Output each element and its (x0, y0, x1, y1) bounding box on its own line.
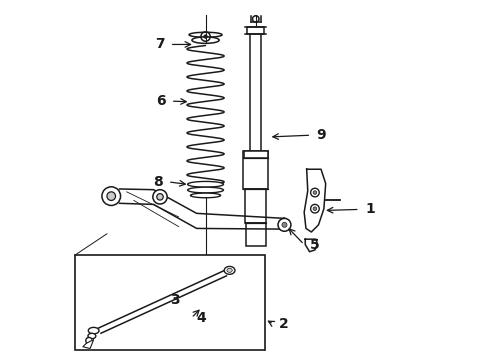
Text: 7: 7 (155, 37, 164, 51)
Bar (247, 27, 264, 34)
Circle shape (102, 187, 121, 206)
Circle shape (204, 35, 207, 39)
Circle shape (311, 204, 319, 213)
Circle shape (157, 194, 163, 200)
Text: 9: 9 (317, 128, 326, 142)
Ellipse shape (191, 193, 220, 198)
Polygon shape (120, 189, 285, 229)
Text: 1: 1 (365, 202, 375, 216)
Ellipse shape (188, 187, 223, 193)
Text: 8: 8 (153, 175, 163, 189)
Text: 6: 6 (156, 94, 166, 108)
Text: 3: 3 (170, 293, 179, 307)
Bar (250, 32, 262, 151)
Text: 4: 4 (196, 311, 206, 325)
Ellipse shape (227, 269, 232, 273)
Circle shape (282, 222, 287, 227)
Ellipse shape (189, 32, 222, 37)
Text: 2: 2 (279, 317, 289, 331)
Circle shape (311, 188, 319, 197)
Circle shape (153, 190, 167, 204)
Polygon shape (83, 339, 94, 348)
Bar (245, 223, 266, 246)
Ellipse shape (188, 181, 223, 187)
Polygon shape (304, 169, 326, 232)
Bar (74, 255, 265, 350)
Circle shape (107, 192, 116, 201)
Bar (244, 151, 268, 189)
Circle shape (278, 219, 291, 231)
Circle shape (313, 191, 317, 194)
Ellipse shape (88, 333, 96, 339)
Ellipse shape (224, 266, 235, 274)
Bar (244, 151, 268, 158)
Ellipse shape (192, 37, 219, 43)
Bar (245, 189, 267, 223)
Polygon shape (305, 239, 318, 252)
Ellipse shape (88, 327, 99, 334)
Text: 5: 5 (310, 238, 319, 252)
Circle shape (313, 207, 317, 211)
Ellipse shape (86, 337, 92, 344)
